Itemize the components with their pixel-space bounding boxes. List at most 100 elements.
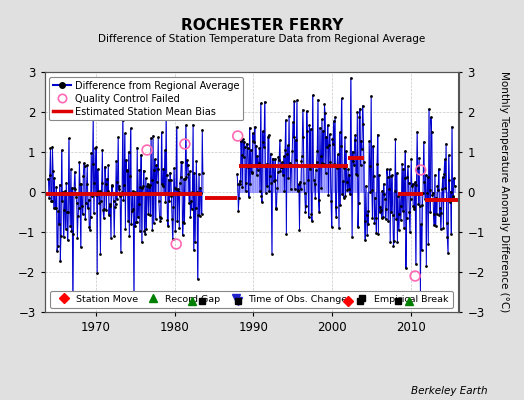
Point [377, 215, 386, 221]
Point [391, 136, 400, 142]
Point [297, 158, 305, 165]
Point [445, 177, 453, 184]
Point [432, 195, 440, 201]
Point [177, 174, 185, 180]
Point [247, 169, 256, 175]
Point [66, 222, 74, 229]
Point [243, 144, 252, 151]
Point [315, 209, 323, 215]
Point [56, 181, 64, 188]
Point [105, 212, 113, 218]
Point [121, 130, 129, 136]
Point [154, 134, 162, 140]
Point [311, 195, 320, 201]
Point [341, 192, 350, 199]
Point [79, 211, 87, 218]
Point [117, 192, 126, 198]
Point [139, 183, 147, 190]
Point [95, 200, 103, 206]
Point [100, 206, 108, 212]
Point [118, 189, 126, 195]
Point [180, 220, 189, 226]
Point [254, 167, 263, 173]
Point [170, 165, 178, 172]
Point [160, 190, 168, 197]
Point [439, 174, 447, 180]
Point [106, 202, 114, 209]
Point [125, 149, 133, 155]
Point [367, 93, 375, 99]
Point [314, 96, 322, 103]
Point [425, 187, 434, 193]
Point [339, 178, 347, 185]
Point [50, 205, 58, 211]
Point [425, 106, 433, 112]
Point [241, 144, 249, 150]
Point [368, 215, 377, 221]
Point [307, 211, 315, 217]
Point [181, 175, 189, 182]
Point [348, 234, 356, 240]
Point [372, 230, 380, 237]
Point [436, 226, 445, 232]
Point [396, 189, 404, 196]
Point [52, 184, 61, 190]
Point [315, 124, 324, 131]
Point [309, 92, 317, 98]
Point [138, 185, 147, 192]
Text: ROCHESTER FERRY: ROCHESTER FERRY [181, 18, 343, 33]
Point [282, 231, 290, 237]
Point [249, 130, 257, 136]
Point [235, 195, 243, 202]
Point [297, 186, 305, 192]
Point [435, 212, 444, 218]
Point [91, 145, 100, 151]
Point [244, 164, 253, 170]
Point [393, 239, 401, 245]
Point [343, 186, 352, 193]
Point [116, 193, 124, 200]
Point [123, 168, 131, 175]
Text: Difference of Station Temperature Data from Regional Average: Difference of Station Temperature Data f… [99, 34, 425, 44]
Point [337, 95, 346, 102]
Point [351, 136, 359, 143]
Point [165, 198, 173, 204]
Point [444, 250, 452, 256]
Point [418, 247, 426, 253]
Point [301, 190, 309, 196]
Point [378, 187, 387, 194]
Point [182, 174, 191, 180]
Point [115, 186, 123, 192]
Point [285, 113, 293, 120]
Point [48, 198, 56, 204]
Point [408, 181, 417, 187]
Point [188, 205, 196, 212]
Point [313, 147, 321, 154]
Point [130, 295, 138, 302]
Point [395, 227, 403, 234]
Point [157, 129, 166, 136]
Point [110, 198, 118, 204]
Point [75, 159, 83, 166]
Point [167, 193, 176, 199]
Point [302, 202, 310, 209]
Point [357, 138, 365, 144]
Point [422, 263, 431, 270]
Point [398, 208, 407, 214]
Point [283, 142, 292, 148]
Point [164, 223, 172, 229]
Point [431, 172, 439, 178]
Point [45, 195, 53, 201]
Point [258, 199, 266, 206]
Point [165, 176, 173, 183]
Point [374, 132, 382, 138]
Point [375, 172, 383, 178]
Point [77, 244, 85, 250]
Point [318, 116, 326, 123]
Point [166, 169, 174, 176]
Point [416, 203, 424, 210]
Point [449, 193, 457, 199]
Point [133, 144, 141, 151]
Point [340, 165, 348, 171]
Point [78, 202, 86, 209]
